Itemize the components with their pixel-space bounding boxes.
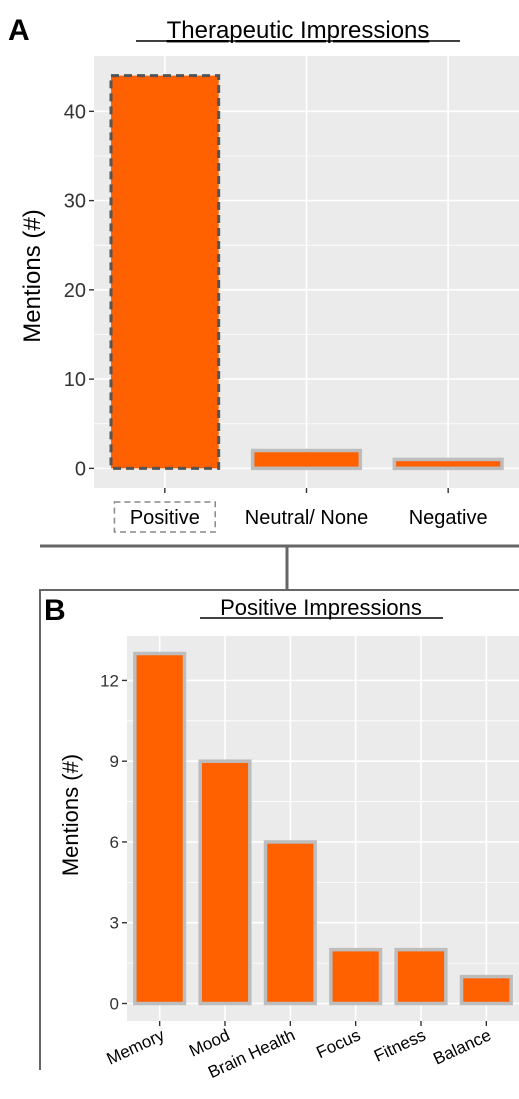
bar-positive (109, 74, 221, 470)
chart-a-ylabel: Mentions (#) (19, 209, 46, 342)
plot-background (127, 636, 519, 1021)
x-tick-label: Memory (104, 1025, 168, 1068)
bar-memory (133, 651, 187, 1006)
x-tick-label: Negative (409, 507, 488, 529)
x-tick-label: Focus (313, 1025, 363, 1062)
y-tick-label: 40 (64, 101, 86, 123)
panel-b-frame (39, 589, 519, 1070)
bar-negative (392, 457, 504, 471)
x-tick-label: Positive (130, 507, 200, 529)
panel-b-letter: B (44, 594, 66, 627)
bar-neutral-none (250, 448, 363, 471)
y-tick-label: 6 (110, 833, 119, 852)
bar-mood (198, 759, 252, 1006)
y-tick-label: 12 (100, 671, 119, 690)
chart-b-ylabel: Mentions (#) (58, 754, 83, 876)
chart-a-plot: 0 10 20 30 40 Positive Neutral/ None Negative (64, 56, 519, 533)
x-tick-label: Fitness (371, 1025, 429, 1065)
bar-focus (329, 947, 383, 1006)
bar-fitness (394, 947, 448, 1006)
bar-balance (459, 974, 513, 1006)
bar-brain-health (263, 840, 317, 1006)
y-tick-label: 3 (110, 914, 119, 933)
highlighted-label-box (113, 501, 216, 533)
x-tick-label: Neutral/ None (245, 507, 368, 529)
chart-a-title: Therapeutic Impressions (167, 17, 430, 44)
panel-a-letter: A (8, 14, 30, 47)
x-tick-label: Balance (430, 1025, 494, 1068)
y-tick-label: 9 (110, 752, 119, 771)
chart-b-title: Positive Impressions (220, 595, 422, 620)
y-tick-label: 10 (64, 369, 86, 391)
y-tick-label: 0 (110, 994, 119, 1013)
y-tick-label: 30 (64, 191, 86, 213)
y-tick-label: 0 (75, 458, 86, 480)
y-tick-label: 20 (64, 280, 86, 302)
